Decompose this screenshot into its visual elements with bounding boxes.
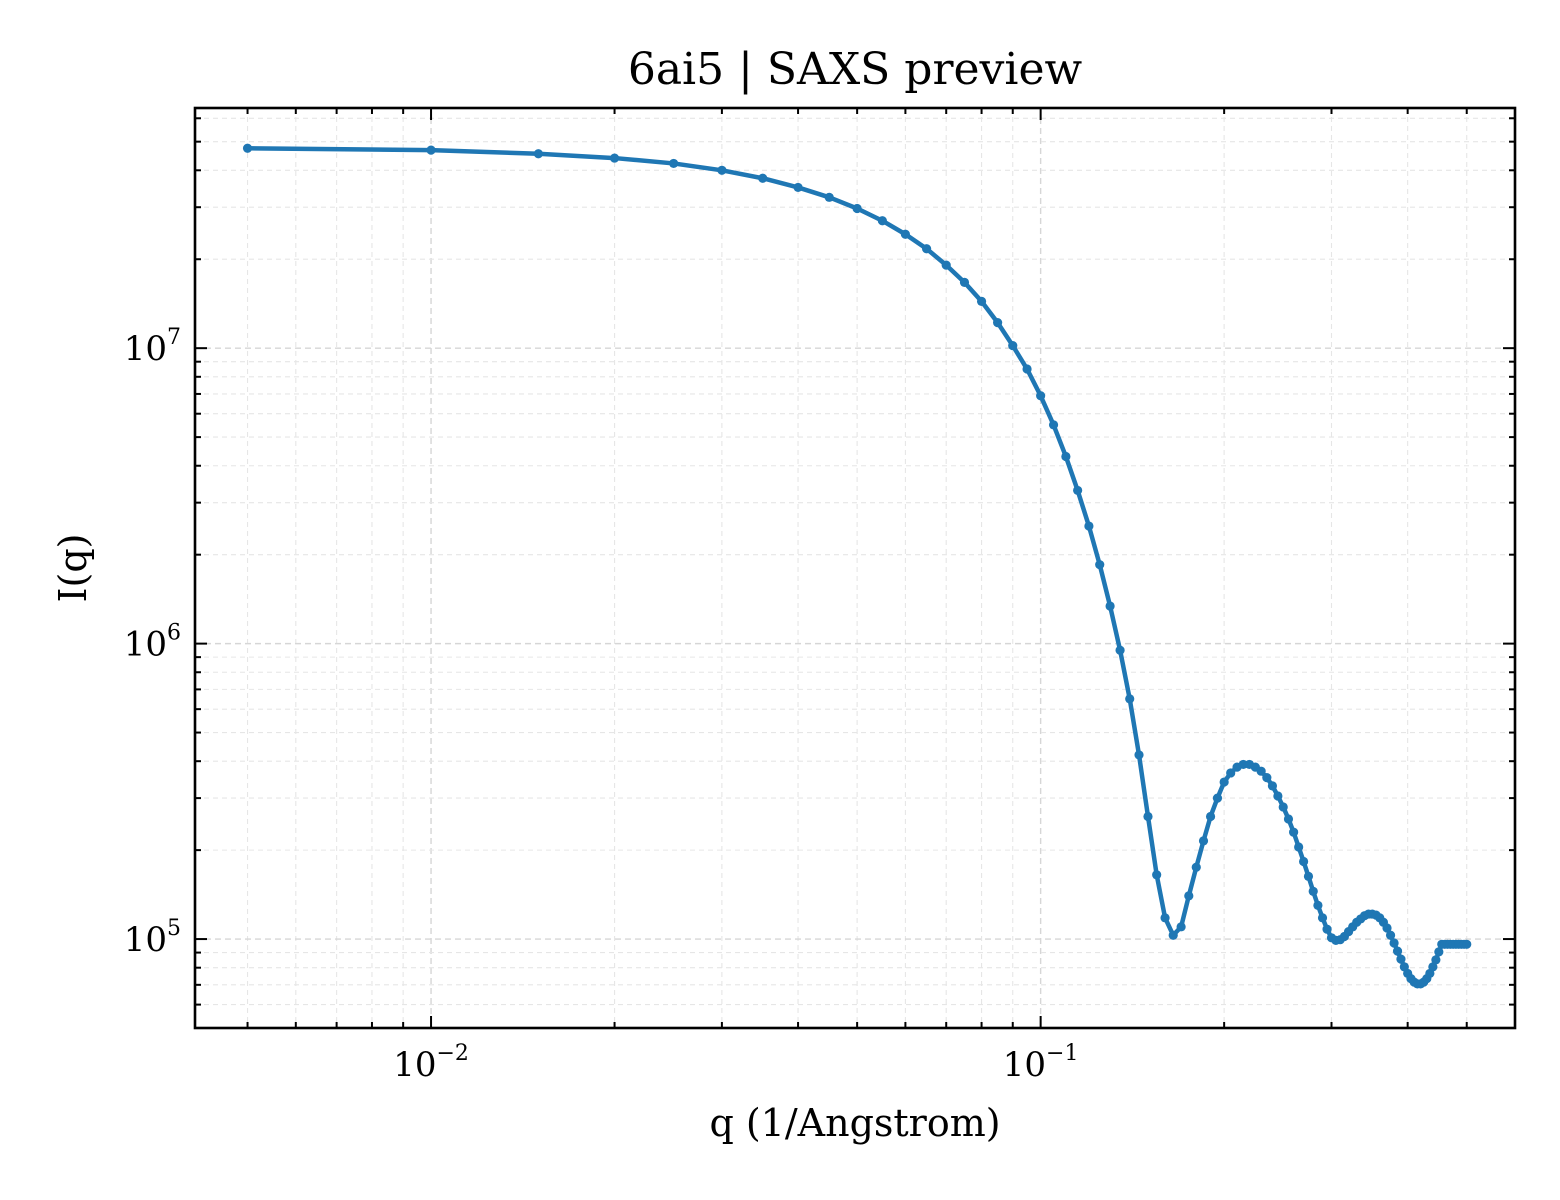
data-point [1125,694,1135,704]
data-point [1396,954,1406,964]
chart-title: 6ai5 | SAXS preview [628,44,1083,95]
data-point [1143,811,1153,822]
data-point [1262,772,1272,783]
plot-frame [193,106,1517,1030]
data-point [1273,791,1283,801]
data-point [1382,923,1392,933]
data-point [1198,836,1209,846]
data-point [1073,485,1083,496]
data-point [1431,955,1441,965]
data-point [1115,645,1125,655]
x-tick-label: 10−2 [393,1041,469,1085]
data-point [1168,930,1178,940]
x-axis-label: q (1/Angstrom) [709,1101,1000,1145]
data-point [1219,777,1229,787]
data-point [1061,451,1071,462]
data-point [1095,560,1105,570]
data-point [1434,947,1444,957]
y-tick-label-exponent: 7 [167,325,181,350]
x-tick-label-base: 10 [1003,1045,1046,1085]
series [242,143,1472,989]
data-point [1317,913,1328,923]
data-point [1462,939,1472,949]
data-point [1184,891,1194,901]
y-tick-label: 106 [124,621,181,665]
data-point [852,203,862,214]
data-point [1160,913,1170,923]
grid [195,108,1515,1029]
x-tick-label-base: 10 [393,1045,436,1085]
data-point [1313,900,1323,911]
data-point [1385,930,1396,940]
data-point [959,277,970,287]
y-tick-label-exponent: 6 [167,621,181,646]
data-point [1176,922,1186,932]
data-point [1389,938,1399,948]
data-point [1294,842,1304,852]
data-point [1205,811,1216,822]
data-point [1022,364,1032,374]
data-point [1084,521,1094,531]
data-point [1134,750,1144,760]
data-point [1267,781,1278,791]
data-point [877,216,887,226]
data-point [1105,601,1115,611]
data-point [1283,814,1294,824]
data-point [1256,766,1266,776]
data-point [1212,793,1223,803]
data-point [976,296,987,306]
y-tick-label: 105 [124,916,181,960]
data-point [1308,886,1318,896]
data-point [1289,827,1299,837]
x-tick-label-exponent: −1 [1046,1041,1078,1066]
data-point [1226,768,1236,778]
data-point [1303,871,1314,881]
data-point [533,149,543,159]
y-tick-label-base: 10 [124,625,167,665]
data-point [793,182,803,193]
data-point [717,165,727,175]
data-point [1428,962,1438,972]
data-point [900,229,911,239]
data-point [426,145,436,155]
data-point [1048,420,1059,430]
x-tick-label: 10−1 [1003,1041,1079,1085]
y-tick-label: 107 [124,325,181,369]
y-tick-label-base: 10 [124,920,167,960]
data-point [1299,856,1309,867]
y-tick-label-exponent: 5 [167,916,181,941]
data-point [1191,862,1201,872]
data-point [669,158,679,169]
data-point [1008,341,1018,351]
data-point [1392,946,1403,956]
data-point [824,192,834,202]
data-point [242,143,253,153]
data-point [609,153,620,163]
data-point [921,244,932,254]
data-point [1152,870,1162,880]
data-point [758,173,768,183]
data-point [1036,391,1046,401]
data-point [1322,924,1332,934]
data-point [1278,802,1288,812]
data-point [941,260,951,270]
y-axis-label: I(q) [51,534,95,603]
data-point [993,318,1003,328]
y-tick-label-base: 10 [124,329,167,369]
x-tick-label-exponent: −2 [436,1041,468,1066]
